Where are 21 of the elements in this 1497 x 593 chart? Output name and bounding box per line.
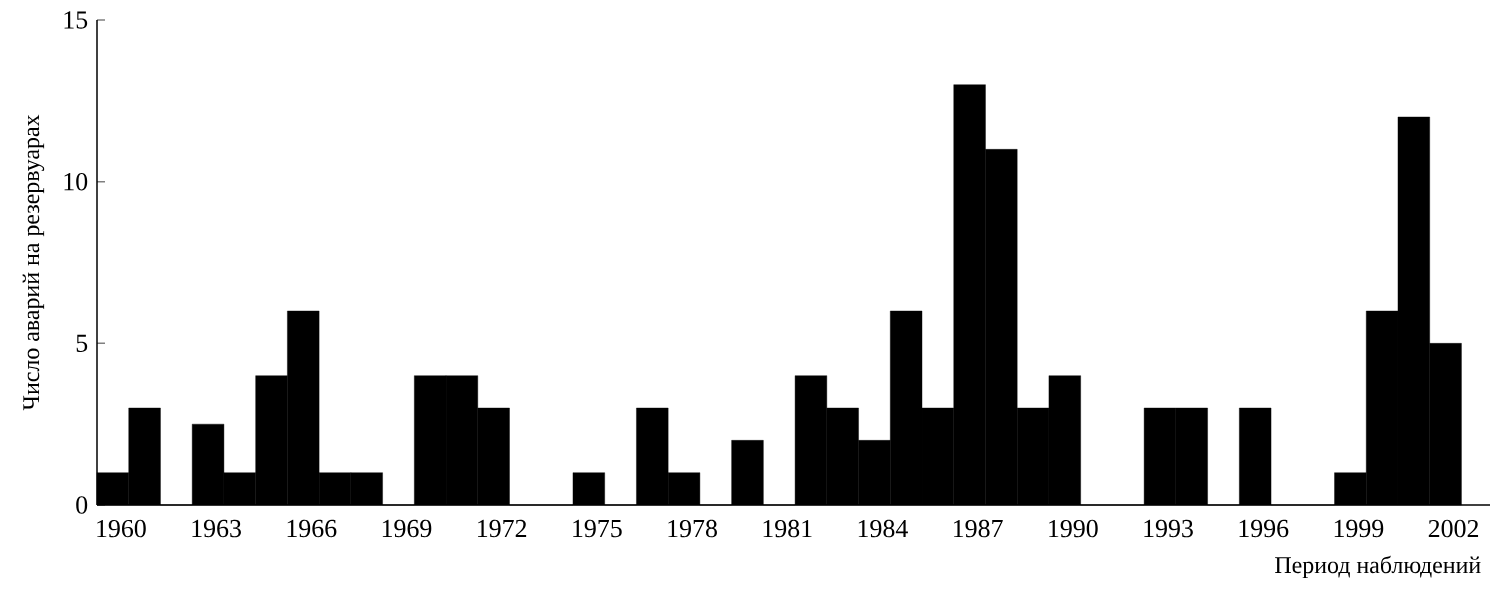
x-tick-label: 1975 (573, 519, 622, 538)
y-tick-label: 5 (76, 334, 88, 352)
x-tick-label: 1987 (953, 519, 1003, 538)
x-tick-label: 1969 (382, 519, 432, 538)
y-axis-title: Число аварий на резервуарах (22, 114, 45, 411)
x-tick-label: 1984 (858, 519, 908, 538)
x-tick-label: 1978 (668, 519, 717, 538)
x-tick-label: 1963 (192, 519, 241, 538)
x-tick-label: 1966 (287, 519, 337, 538)
x-tick-label: 1993 (1144, 519, 1193, 538)
x-axis-title: Период наблюдений (1275, 555, 1481, 579)
y-tick-label: 10 (64, 172, 88, 191)
x-tick-label: 1999 (1334, 519, 1384, 538)
x-tick-label: 1996 (1239, 519, 1289, 538)
y-tick-label: 15 (64, 11, 88, 29)
y-tick-label: 0 (76, 496, 88, 514)
x-tick-label: 1972 (478, 519, 527, 538)
x-tick-label: 2002 (1428, 519, 1479, 538)
x-tick-label: 1981 (763, 519, 812, 538)
x-tick-label: 1990 (1049, 519, 1098, 538)
x-tick-label: 1960 (97, 519, 146, 538)
